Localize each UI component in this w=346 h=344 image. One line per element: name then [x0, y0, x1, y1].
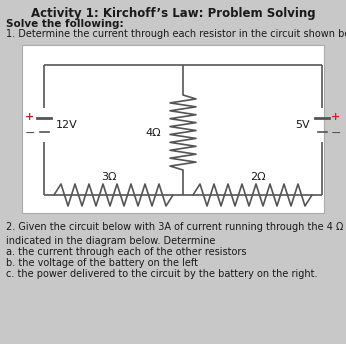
Text: 12V: 12V: [56, 120, 78, 130]
Text: a. the current through each of the other resistors: a. the current through each of the other…: [6, 247, 246, 257]
Text: b. the voltage of the battery on the left: b. the voltage of the battery on the lef…: [6, 258, 198, 268]
Text: 2Ω: 2Ω: [250, 172, 265, 182]
Text: c. the power delivered to the circuit by the battery on the right.: c. the power delivered to the circuit by…: [6, 269, 318, 279]
Text: Solve the following:: Solve the following:: [6, 19, 124, 29]
Text: +: +: [331, 112, 340, 122]
Text: 4Ω: 4Ω: [145, 128, 161, 138]
Text: −: −: [331, 127, 341, 140]
Bar: [22, 45, 324, 213]
Text: −: −: [25, 127, 35, 140]
Text: Activity 1: Kirchoff’s Law: Problem Solving: Activity 1: Kirchoff’s Law: Problem Solv…: [31, 7, 315, 20]
Text: +: +: [25, 112, 35, 122]
Text: 2. Given the circuit below with 3A of current running through the 4 Ω resistor a: 2. Given the circuit below with 3A of cu…: [6, 222, 346, 246]
Text: 5V: 5V: [295, 120, 310, 130]
Text: 1. Determine the current through each resistor in the circuit shown below.: 1. Determine the current through each re…: [6, 29, 346, 39]
Text: 3Ω: 3Ω: [101, 172, 116, 182]
